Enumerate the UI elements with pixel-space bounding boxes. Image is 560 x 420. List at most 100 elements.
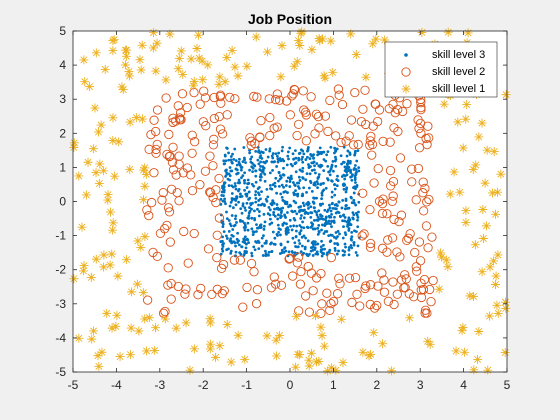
data-point xyxy=(300,107,311,117)
data-point xyxy=(320,217,323,220)
data-point xyxy=(439,99,449,109)
data-point xyxy=(340,175,344,178)
data-point xyxy=(322,288,332,298)
data-point xyxy=(339,215,342,218)
data-point xyxy=(315,213,319,217)
data-point xyxy=(397,106,408,117)
data-point xyxy=(347,253,351,257)
data-point xyxy=(333,84,344,94)
data-point xyxy=(482,145,492,155)
data-point xyxy=(333,207,337,210)
data-point xyxy=(271,230,275,234)
data-point xyxy=(225,147,229,150)
data-point xyxy=(242,146,246,149)
data-point xyxy=(297,239,301,242)
series-skill-level-2 xyxy=(142,84,438,319)
data-point xyxy=(174,54,184,64)
data-point xyxy=(282,251,286,254)
data-point xyxy=(207,289,217,300)
data-point xyxy=(229,251,233,255)
data-point xyxy=(325,230,329,233)
data-point xyxy=(250,216,254,220)
data-point xyxy=(356,218,359,222)
data-point xyxy=(178,168,188,178)
data-point xyxy=(309,246,313,250)
data-point xyxy=(247,217,251,220)
data-point xyxy=(316,252,320,256)
data-point xyxy=(491,209,501,219)
data-point xyxy=(395,252,405,262)
data-point xyxy=(243,179,247,182)
data-point xyxy=(294,149,297,152)
data-point xyxy=(347,246,351,249)
data-point xyxy=(125,164,135,174)
data-point xyxy=(287,250,291,254)
data-point xyxy=(152,105,163,115)
data-point xyxy=(287,231,290,234)
data-point xyxy=(387,196,397,206)
data-point xyxy=(379,287,390,297)
data-point xyxy=(382,209,392,219)
data-point xyxy=(149,115,159,125)
data-point xyxy=(165,29,175,39)
data-point xyxy=(262,166,266,170)
data-point xyxy=(246,258,257,269)
data-point xyxy=(183,258,193,268)
data-point xyxy=(148,28,158,38)
data-point xyxy=(164,207,175,217)
data-point xyxy=(74,333,84,343)
data-point xyxy=(115,352,125,362)
data-point xyxy=(135,55,145,65)
data-point xyxy=(259,173,263,177)
data-point xyxy=(308,286,318,296)
data-point xyxy=(299,216,303,220)
data-point xyxy=(78,266,88,276)
data-point xyxy=(324,218,327,222)
data-point xyxy=(292,199,296,203)
data-point xyxy=(242,61,252,71)
data-point xyxy=(112,310,122,320)
data-point xyxy=(477,118,487,128)
data-point xyxy=(221,235,224,239)
data-point xyxy=(96,120,106,130)
data-point xyxy=(291,236,295,240)
data-point xyxy=(343,177,347,181)
data-point xyxy=(349,195,353,199)
data-point xyxy=(474,326,484,336)
data-point xyxy=(383,296,394,306)
data-point xyxy=(270,221,274,225)
data-point xyxy=(286,176,290,180)
data-point xyxy=(243,188,246,192)
data-point xyxy=(333,159,337,163)
data-point xyxy=(221,249,225,253)
data-point xyxy=(357,210,360,214)
data-point xyxy=(178,69,188,79)
data-point xyxy=(297,156,301,160)
data-point xyxy=(324,215,328,219)
data-point xyxy=(166,294,176,304)
data-point xyxy=(272,210,276,214)
data-point xyxy=(221,186,224,190)
data-point xyxy=(388,191,398,201)
data-point xyxy=(311,357,321,367)
data-point xyxy=(259,154,263,158)
data-point xyxy=(309,153,312,156)
data-point xyxy=(266,283,277,293)
data-point xyxy=(262,234,265,238)
data-point xyxy=(329,239,333,243)
data-point xyxy=(224,175,227,178)
data-point xyxy=(234,203,238,207)
data-point xyxy=(243,181,246,185)
data-point xyxy=(107,225,117,235)
data-point xyxy=(281,173,285,177)
data-point xyxy=(304,355,314,365)
legend-marker-dot xyxy=(404,53,408,57)
data-point xyxy=(294,252,304,262)
data-point xyxy=(301,220,304,224)
data-point xyxy=(329,145,333,149)
data-point xyxy=(136,242,146,252)
data-point xyxy=(485,262,495,272)
data-point xyxy=(357,169,361,173)
data-point xyxy=(461,114,471,124)
x-tick-label: -2 xyxy=(198,378,209,392)
